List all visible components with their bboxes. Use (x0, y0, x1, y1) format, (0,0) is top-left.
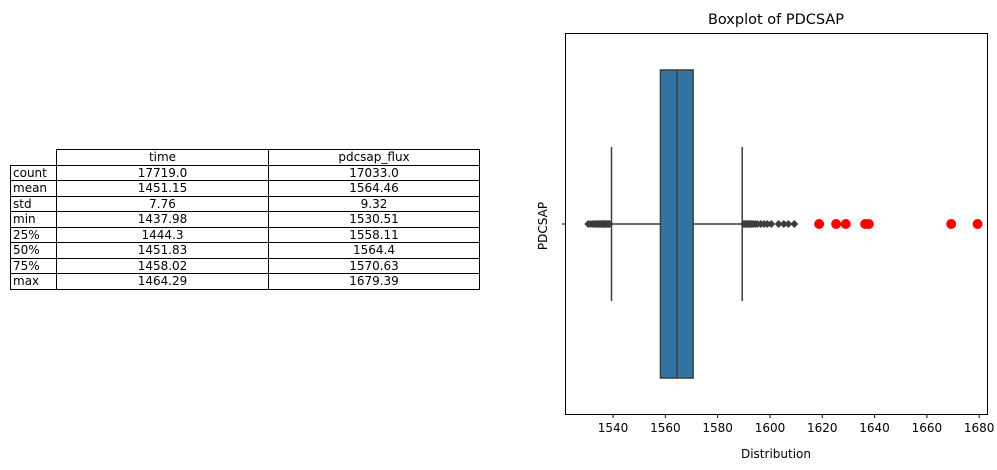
table-cell: 1564.46 (268, 180, 480, 197)
outlier-point (814, 219, 825, 229)
table-row: mean 1451.15 1564.46 (10, 180, 480, 197)
x-tick-label: 1660 (912, 421, 943, 435)
table-cell: 9.32 (268, 195, 480, 212)
x-tick-label: 1600 (755, 421, 786, 435)
x-tick-label: 1540 (598, 421, 629, 435)
flier-point (779, 220, 788, 228)
table-cell: 1451.83 (56, 242, 269, 259)
row-label: min (10, 211, 57, 228)
table-cell: 1679.39 (268, 273, 480, 290)
flier-point (774, 220, 783, 228)
summary-statistics-table: time pdcsap_flux count 17719.0 17033.0 m… (10, 149, 480, 290)
row-label: max (10, 273, 57, 290)
outlier-point (972, 219, 983, 229)
outlier-point (840, 219, 851, 229)
x-tick-label: 1640 (859, 421, 890, 435)
flier-point (784, 220, 793, 228)
chart-title: Boxplot of PDCSAP (708, 12, 844, 28)
table-row: 75% 1458.02 1570.63 (10, 257, 480, 274)
x-tick-label: 1620 (807, 421, 838, 435)
outlier-point (831, 219, 842, 229)
table-header-row: time pdcsap_flux (10, 149, 480, 166)
outlier-point (863, 219, 874, 229)
x-axis-label: Distribution (741, 447, 811, 461)
flier-point (605, 220, 614, 228)
outlier-point (946, 219, 957, 229)
table-cell: 1464.29 (56, 273, 269, 290)
table-row: min 1437.98 1530.51 (10, 211, 480, 228)
flier-point (767, 220, 776, 228)
x-tick-label: 1580 (702, 421, 733, 435)
y-axis-label: PDCSAP (536, 202, 550, 250)
x-tick-label: 1560 (650, 421, 681, 435)
flier-point (790, 220, 799, 228)
table-row: max 1464.29 1679.39 (10, 273, 480, 290)
row-label: std (10, 195, 57, 212)
table-cell: 17719.0 (56, 164, 269, 181)
table-row: 25% 1444.3 1558.11 (10, 226, 480, 243)
x-tick-label: 1680 (964, 421, 995, 435)
